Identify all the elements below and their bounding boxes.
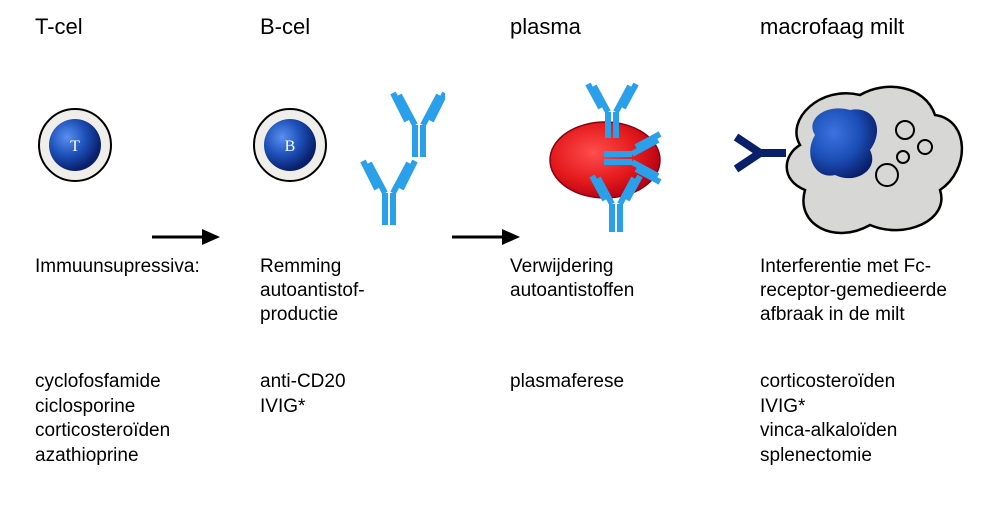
rbc-antibodies-icon (530, 80, 730, 240)
macrophage-icon (775, 75, 975, 245)
arrow-1-icon (150, 225, 220, 249)
mechanism-tcell: Immuunsupressiva: (35, 255, 200, 279)
tcell-icon: T (35, 105, 115, 185)
drugs-plasma: plasmaferese (510, 370, 624, 395)
header-macrophage: macrofaag milt (760, 14, 904, 40)
bcell-letter: B (285, 138, 296, 155)
mechanism-plasma: Verwijdering autoantistoffen (510, 255, 634, 303)
immune-diagram: T-cel B-cel plasma macrofaag milt T (0, 0, 993, 508)
header-bcell: B-cel (260, 14, 310, 40)
header-plasma: plasma (510, 14, 581, 40)
arrow-2-icon (450, 225, 520, 249)
antibodies-icon (335, 75, 445, 225)
drugs-tcell: cyclofosfamide ciclosporine corticostero… (35, 370, 170, 469)
mechanism-bcell: Remming autoantistof- productie (260, 255, 365, 326)
drugs-bcell: anti-CD20 IVIG* (260, 370, 346, 419)
drugs-macrophage: corticosteroïden IVIG* vinca-alkaloïden … (760, 370, 897, 469)
mechanism-macrophage: Interferentie met Fc- receptor-gemedieer… (760, 255, 947, 326)
bcell-icon: B (250, 105, 330, 185)
tcell-letter: T (70, 138, 80, 155)
header-tcell: T-cel (35, 14, 83, 40)
graphic-row: T B (0, 85, 993, 225)
